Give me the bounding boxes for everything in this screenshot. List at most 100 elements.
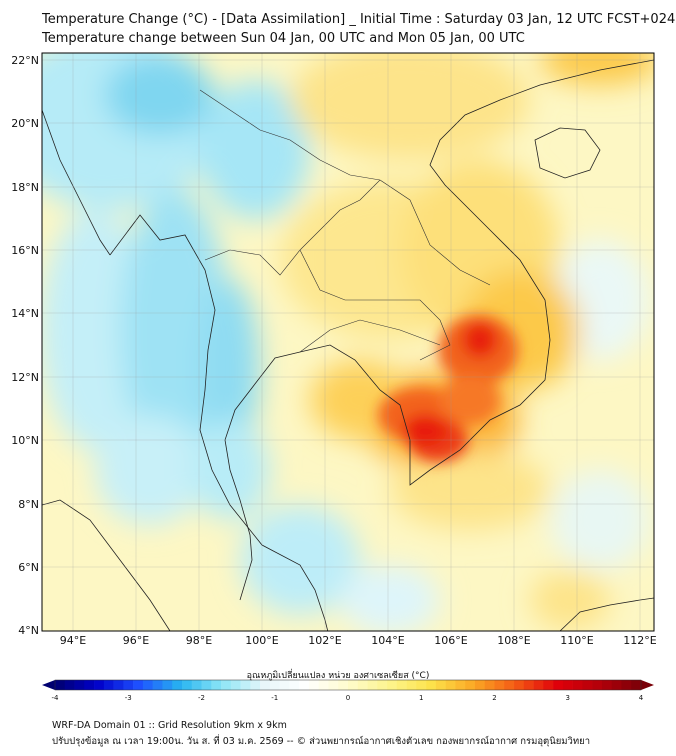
- colorbar-segment: [289, 680, 300, 690]
- colorbar-min-arrow: [42, 680, 55, 690]
- colorbar-tick-label: 3: [565, 694, 570, 702]
- colorbar-segment: [240, 680, 251, 690]
- colorbar-segment: [123, 680, 134, 690]
- colorbar-segment: [279, 680, 290, 690]
- lat-tick-label: 18°N: [11, 181, 39, 194]
- colorbar-segment: [533, 680, 544, 690]
- lon-tick-label: 108°E: [497, 634, 530, 647]
- lon-tick-label: 102°E: [308, 634, 341, 647]
- chart-subtitle: Temperature change between Sun 04 Jan, 0…: [42, 31, 525, 46]
- colorbar-segment: [406, 680, 417, 690]
- colorbar-segment: [230, 680, 241, 690]
- colorbar-segment: [387, 680, 398, 690]
- colorbar-segment: [474, 680, 486, 690]
- colorbar-segment: [377, 680, 388, 690]
- lon-tick-label: 100°E: [245, 634, 278, 647]
- colorbar-tick-label: -2: [198, 694, 205, 702]
- lat-tick-label: 20°N: [11, 117, 39, 130]
- colorbar-segment: [592, 680, 603, 690]
- lat-tick-label: 16°N: [11, 244, 39, 257]
- chart-title: Temperature Change (°C) - [Data Assimila…: [42, 12, 676, 27]
- colorbar-segment: [181, 680, 193, 690]
- colorbar-segment: [55, 680, 66, 690]
- colorbar-segment: [299, 680, 310, 690]
- colorbar-segment: [269, 680, 280, 690]
- colorbar-segment: [357, 680, 368, 690]
- lon-tick-label: 96°E: [123, 634, 149, 647]
- colorbar-tick-label: 2: [492, 694, 497, 702]
- colorbar-segment: [94, 680, 105, 690]
- colorbar-segment: [621, 680, 632, 690]
- colorbar-segment: [191, 680, 202, 690]
- lon-tick-label: 94°E: [60, 634, 86, 647]
- coastlines: [42, 59, 654, 631]
- colorbar-segment: [572, 680, 583, 690]
- colorbar-segment: [631, 680, 642, 690]
- colorbar-tick-label: -3: [124, 694, 132, 702]
- lat-tick-label: 8°N: [18, 498, 39, 511]
- footer-model-info: WRF-DA Domain 01 :: Grid Resolution 9km …: [52, 720, 287, 731]
- lon-tick-label: 112°E: [623, 634, 656, 647]
- colorbar: [42, 679, 654, 691]
- colorbar-segment: [601, 680, 612, 690]
- colorbar-frame: [54, 679, 642, 691]
- colorbar-segment: [416, 680, 427, 690]
- colorbar-segment: [74, 680, 85, 690]
- lon-tick-label: 110°E: [560, 634, 593, 647]
- colorbar-segment: [308, 680, 319, 690]
- footer-update-info: ปรับปรุงข้อมูล ณ เวลา 19:00น. วัน ส. ที่…: [52, 736, 591, 747]
- colorbar-segment: [465, 680, 476, 690]
- colorbar-segment: [562, 680, 573, 690]
- colorbar-tick-label: 0: [345, 694, 351, 702]
- lat-tick-label: 4°N: [18, 624, 39, 637]
- colorbar-segment: [211, 680, 222, 690]
- colorbar-tick-label: -1: [271, 694, 279, 702]
- colorbar-tick-label: 1: [419, 694, 424, 702]
- colorbar-segment: [338, 680, 349, 690]
- colorbar-tick-label: 4: [638, 694, 644, 702]
- colorbar-segment: [152, 680, 163, 690]
- colorbar-segment: [426, 680, 437, 690]
- colorbar-segment: [396, 680, 407, 690]
- colorbar-segment: [543, 680, 554, 690]
- colorbar-segment: [484, 680, 495, 690]
- lon-tick-labels: 94°E 96°E 98°E 100°E 102°E 104°E 106°E 1…: [60, 634, 657, 647]
- colorbar-segment: [445, 680, 456, 690]
- colorbar-segment: [221, 680, 232, 690]
- colorbar-segment: [318, 680, 329, 690]
- lat-tick-labels: 22°N 20°N 18°N 16°N 14°N 12°N 10°N 8°N 6…: [11, 54, 39, 637]
- colorbar-segment: [523, 680, 534, 690]
- colorbar-max-arrow: [641, 680, 654, 690]
- lat-tick-label: 14°N: [11, 307, 39, 320]
- colorbar-segment: [113, 680, 124, 690]
- colorbar-segment: [162, 680, 173, 690]
- colorbar-segment: [348, 680, 359, 690]
- lat-tick-label: 12°N: [11, 371, 39, 384]
- lat-tick-label: 22°N: [11, 54, 39, 67]
- lon-tick-label: 106°E: [434, 634, 467, 647]
- colorbar-segment: [142, 680, 153, 690]
- colorbar-segment: [328, 680, 339, 690]
- lat-tick-label: 10°N: [11, 434, 39, 447]
- colorbar-segment: [250, 680, 261, 690]
- colorbar-segment: [435, 680, 446, 690]
- colorbar-label: อุณหภูมิเปลี่ยนแปลง หน่วย องศาเซลเซียส (…: [246, 671, 430, 681]
- colorbar-segment: [103, 680, 114, 690]
- borders: [199, 89, 491, 361]
- colorbar-segment: [260, 680, 271, 690]
- colorbar-segment: [494, 680, 505, 690]
- colorbar-tick-label: -4: [51, 694, 59, 702]
- colorbar-segment: [367, 680, 378, 690]
- colorbar-segment: [455, 680, 466, 690]
- colorbar-segment: [582, 680, 593, 690]
- colorbar-segment: [553, 680, 564, 690]
- lon-tick-label: 98°E: [186, 634, 212, 647]
- lon-tick-label: 104°E: [371, 634, 404, 647]
- colorbar-segment: [172, 680, 183, 690]
- map-frame: [41, 52, 655, 632]
- colorbar-segment: [514, 680, 525, 690]
- lat-tick-label: 6°N: [18, 561, 39, 574]
- colorbar-segment: [133, 680, 144, 690]
- colorbar-segment: [201, 680, 212, 690]
